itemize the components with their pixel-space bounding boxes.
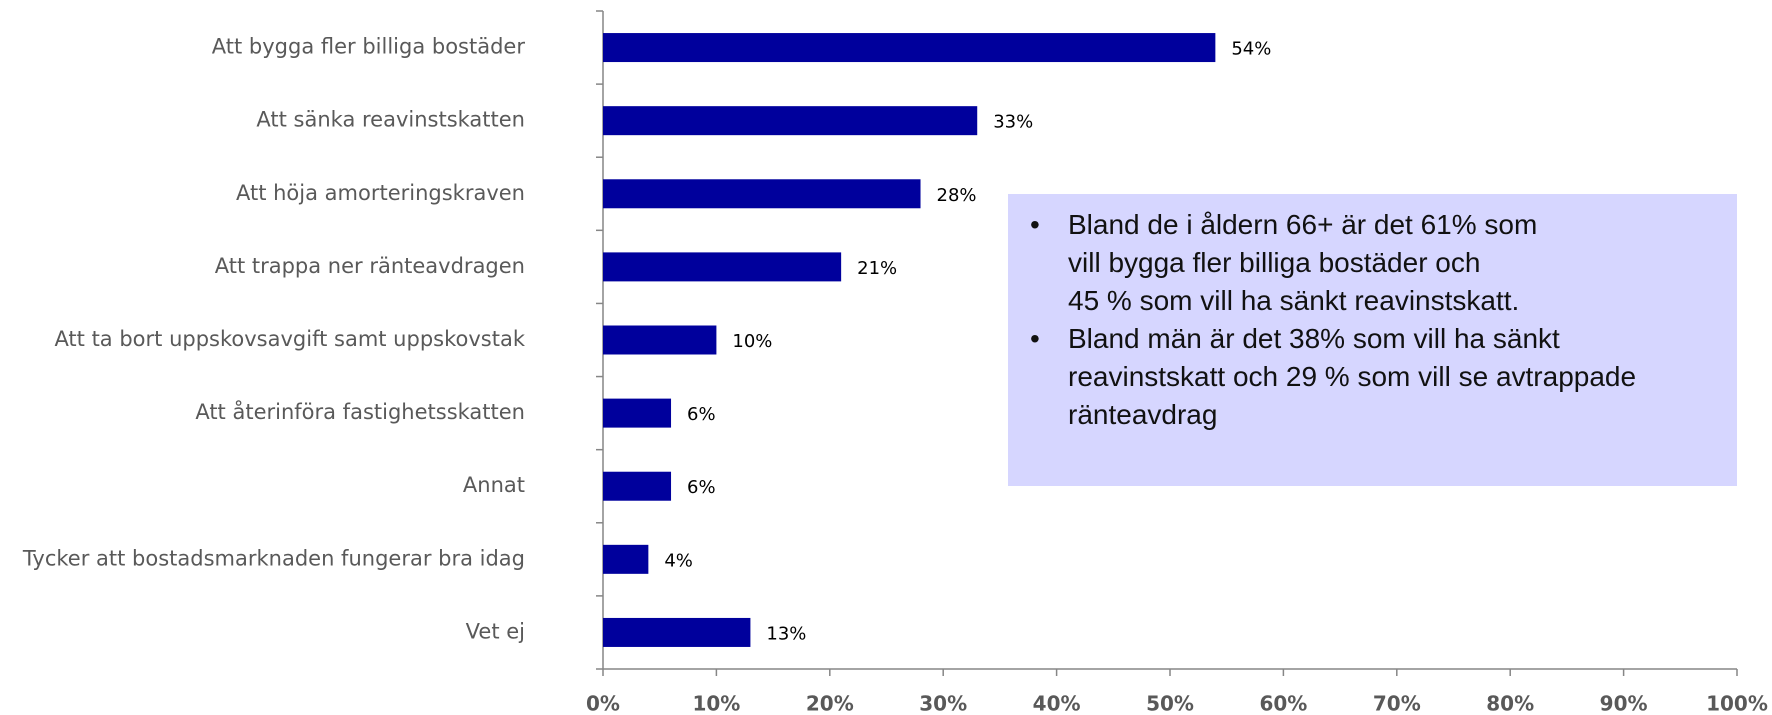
annotation-line: vill bygga fler billiga bostäder och xyxy=(1068,247,1481,278)
annotation-box: • Bland de i åldern 66+ är det 61% som vil… xyxy=(1008,194,1737,486)
bullet-text: Bland de i åldern 66+ är det 61% som vill… xyxy=(1068,206,1537,320)
value-label: 6% xyxy=(687,404,716,425)
bullet-dot: • xyxy=(1030,323,1040,354)
bar xyxy=(603,398,672,428)
y-tick-label: Att höja amorteringskraven xyxy=(236,181,525,205)
x-tick-label: 30% xyxy=(919,692,967,715)
annotation-line: Bland de i åldern 66+ är det 61% som xyxy=(1068,209,1538,240)
bar xyxy=(603,617,751,647)
x-tick-label: 0% xyxy=(586,692,620,715)
y-tick-label: Att ta bort uppskovsavgift samt uppskovs… xyxy=(54,327,525,351)
annotation-line: 45 % som vill ha sänkt reavinstskatt. xyxy=(1068,285,1520,316)
bullet-text: Bland män är det 38% som vill ha sänkt re… xyxy=(1068,320,1636,434)
x-tick-label: 40% xyxy=(1033,692,1081,715)
bullet-dot: • xyxy=(1030,209,1040,240)
value-label: 21% xyxy=(857,258,897,279)
bar xyxy=(603,544,649,574)
bullet: • Bland män är det 38% som vill ha sänkt r… xyxy=(1030,320,1727,434)
bar xyxy=(603,325,717,355)
x-tick-label: 90% xyxy=(1600,692,1648,715)
bar xyxy=(603,252,842,282)
value-label: 4% xyxy=(664,550,693,571)
value-label: 10% xyxy=(732,331,772,352)
value-label: 6% xyxy=(687,477,716,498)
x-tick-label: 20% xyxy=(806,692,854,715)
bullet: • Bland de i åldern 66+ är det 61% som vil… xyxy=(1030,206,1727,320)
x-tick-label: 50% xyxy=(1146,692,1194,715)
bar xyxy=(603,33,1216,63)
y-tick-label: Vet ej xyxy=(466,619,525,643)
y-tick-label: Att bygga fler billiga bostäder xyxy=(212,35,526,59)
value-label: 33% xyxy=(993,112,1033,133)
x-tick-label: 60% xyxy=(1259,692,1307,715)
y-tick-label: Att sänka reavinstskatten xyxy=(256,108,525,132)
annotation-line: ränteavdrag xyxy=(1068,399,1218,430)
annotation-line: Bland män är det 38% som vill ha sänkt xyxy=(1068,323,1560,354)
x-tick-label: 100% xyxy=(1706,692,1768,715)
y-tick-label: Tycker att bostadsmarknaden fungerar bra… xyxy=(22,546,525,570)
x-tick-label: 80% xyxy=(1486,692,1534,715)
bar xyxy=(603,471,672,501)
bar xyxy=(603,179,921,209)
bar xyxy=(603,106,978,136)
y-tick-label: Att återinföra fastighetsskatten xyxy=(195,399,525,424)
y-tick-label: Annat xyxy=(463,473,525,497)
x-tick-label: 10% xyxy=(692,692,740,715)
value-label: 54% xyxy=(1231,39,1271,60)
annotation-line: reavinstskatt och 29 % som vill se avtra… xyxy=(1068,361,1637,392)
y-tick-label: Att trappa ner ränteavdragen xyxy=(215,254,525,278)
value-label: 28% xyxy=(937,185,977,206)
x-tick-label: 70% xyxy=(1373,692,1421,715)
value-label: 13% xyxy=(766,623,806,644)
